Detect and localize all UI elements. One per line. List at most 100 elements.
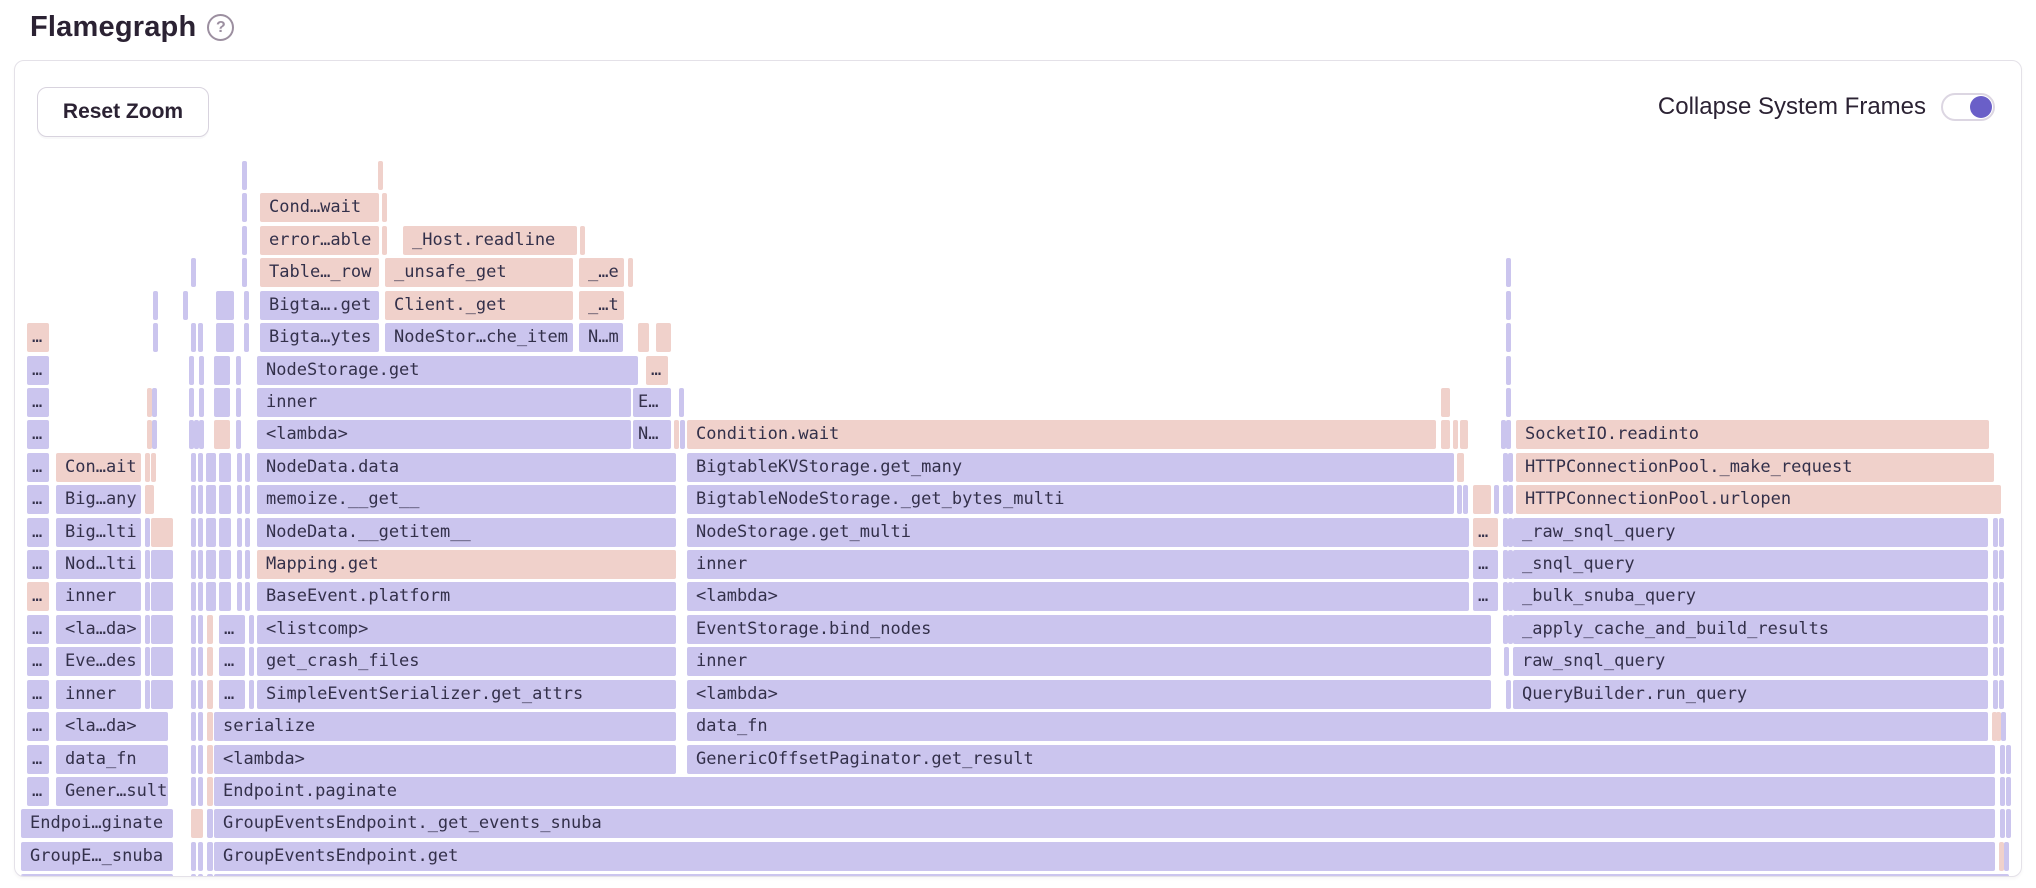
flame-frame-sliver[interactable] (1453, 420, 1458, 450)
flame-frame-sliver[interactable] (189, 420, 194, 450)
flame-frame-sliver[interactable] (656, 323, 671, 353)
flame-frame-sliver[interactable] (628, 258, 633, 288)
flame-frame-sliver[interactable] (236, 420, 241, 450)
flamegraph-canvas[interactable]: Cond…wait error…able _Host.readline Table…_… (15, 161, 2021, 876)
flame-frame-sliver[interactable] (1494, 485, 1499, 515)
flame-frame[interactable]: NodeData.__getitem__ (257, 517, 676, 547)
flame-frame-sliver[interactable] (151, 679, 173, 709)
flame-frame-sliver[interactable] (191, 647, 196, 677)
flame-frame-sliver[interactable] (147, 387, 152, 417)
flame-frame[interactable]: … (27, 517, 49, 547)
flame-frame-sliver[interactable] (237, 485, 242, 515)
flame-frame-sliver[interactable] (638, 323, 649, 353)
flame-frame-sliver[interactable] (219, 452, 231, 482)
flame-frame-sliver[interactable] (145, 485, 154, 515)
flame-frame-sliver[interactable] (145, 647, 150, 677)
flame-frame-sliver[interactable] (244, 290, 249, 320)
flame-frame-sliver[interactable] (1463, 485, 1468, 515)
flame-frame-sliver[interactable] (245, 582, 250, 612)
flame-frame-sliver[interactable] (1506, 323, 1511, 353)
flame-frame-sliver[interactable] (1508, 550, 1513, 580)
flame-frame-sliver[interactable] (242, 258, 247, 288)
flame-frame-sliver[interactable] (214, 355, 230, 385)
flame-frame-sliver[interactable] (1441, 387, 1450, 417)
flame-frame-sliver[interactable] (1993, 550, 1998, 580)
flame-frame-sliver[interactable] (1503, 582, 1508, 612)
flame-frame[interactable]: SocketIO.readinto (1516, 420, 1989, 450)
flame-frame[interactable]: Con…ait (56, 452, 141, 482)
flame-frame-sliver[interactable] (152, 387, 157, 417)
flame-frame-sliver[interactable] (1999, 550, 2004, 580)
flame-frame-sliver[interactable] (1999, 841, 2004, 871)
flame-frame-sliver[interactable] (1993, 679, 1998, 709)
flame-frame[interactable]: get_crash_files (257, 647, 676, 677)
flame-frame-sliver[interactable] (1473, 485, 1491, 515)
flame-frame-sliver[interactable] (191, 614, 196, 644)
flame-frame-sliver[interactable] (1506, 679, 1511, 709)
flame-frame-sliver[interactable] (191, 452, 196, 482)
flame-frame-sliver[interactable] (198, 582, 203, 612)
flame-frame-sliver[interactable] (244, 323, 249, 353)
flame-frame-sliver[interactable] (206, 485, 216, 515)
flame-frame-sliver[interactable] (198, 679, 203, 709)
flame-frame-sliver[interactable] (206, 452, 216, 482)
flame-frame-sliver[interactable] (191, 485, 196, 515)
flame-frame-sliver[interactable] (2006, 776, 2011, 806)
flame-frame-sliver[interactable] (145, 517, 150, 547)
flame-frame-sliver[interactable] (219, 517, 231, 547)
flame-frame-sliver[interactable] (207, 874, 213, 876)
flame-frame[interactable]: <lambda> (257, 420, 631, 450)
flame-frame[interactable]: <lambda> (687, 679, 1491, 709)
flame-frame-sliver[interactable] (219, 550, 231, 580)
flame-frame-sliver[interactable] (198, 323, 203, 353)
flame-frame-sliver[interactable] (2006, 809, 2011, 839)
flame-frame[interactable]: … (27, 485, 49, 515)
flame-frame-sliver[interactable] (249, 647, 254, 677)
flame-frame[interactable]: … (1473, 550, 1498, 580)
flame-frame-sliver[interactable] (245, 452, 250, 482)
flame-frame-sliver[interactable] (198, 841, 203, 871)
flame-frame-sliver[interactable] (1457, 485, 1462, 515)
flame-frame-sliver[interactable] (1503, 485, 1508, 515)
flame-frame[interactable]: inner (56, 582, 141, 612)
system-frames-toggle[interactable] (1941, 93, 1995, 121)
flame-frame-sliver[interactable] (2000, 744, 2005, 774)
flame-frame-sliver[interactable] (198, 647, 203, 677)
flame-frame-sliver[interactable] (249, 614, 254, 644)
flame-frame[interactable]: EventStorage.bind_nodes (687, 614, 1491, 644)
flame-frame[interactable]: Big…lti (56, 517, 141, 547)
flame-frame-sliver[interactable] (242, 193, 247, 223)
flame-frame-sliver[interactable] (194, 420, 199, 450)
flame-frame-sliver[interactable] (1999, 679, 2004, 709)
flame-frame[interactable]: Cond…wait (260, 193, 379, 223)
flame-frame-sliver[interactable] (242, 161, 247, 190)
flame-frame[interactable]: Eve…des (56, 647, 141, 677)
flame-frame-sliver[interactable] (1999, 647, 2004, 677)
flame-frame-sliver[interactable] (1508, 485, 1513, 515)
flame-frame-sliver[interactable] (191, 550, 196, 580)
flame-frame-sliver[interactable] (580, 225, 585, 255)
flame-frame[interactable]: Endpoi…ginate (21, 809, 173, 839)
flame-frame-sliver[interactable] (151, 452, 156, 482)
flame-frame[interactable]: <lambda> (214, 744, 676, 774)
flame-frame[interactable]: … (1473, 582, 1498, 612)
flame-frame-sliver[interactable] (145, 550, 150, 580)
flame-frame-sliver[interactable] (1999, 517, 2004, 547)
flame-frame-sliver[interactable] (2000, 776, 2005, 806)
flame-frame-sliver[interactable] (207, 744, 213, 774)
flame-frame-sliver[interactable] (199, 355, 204, 385)
flame-frame[interactable]: … (27, 355, 49, 385)
flame-frame[interactable]: Client._get (385, 290, 573, 320)
flame-frame-sliver[interactable] (2006, 744, 2011, 774)
flame-frame[interactable]: SimpleEventSerializer.get_attrs (257, 679, 676, 709)
flame-frame-sliver[interactable] (147, 420, 152, 450)
flame-frame-sliver[interactable] (145, 452, 150, 482)
flame-frame-sliver[interactable] (152, 420, 157, 450)
flame-frame[interactable]: <listcomp> (257, 614, 676, 644)
flame-frame-sliver[interactable] (191, 517, 196, 547)
flame-frame-sliver[interactable] (199, 420, 204, 450)
flame-frame-sliver[interactable] (216, 290, 234, 320)
flame-frame[interactable]: inner (687, 647, 1491, 677)
flame-frame[interactable]: GroupE…_snuba (21, 841, 173, 871)
flame-frame-sliver[interactable] (1993, 517, 1998, 547)
